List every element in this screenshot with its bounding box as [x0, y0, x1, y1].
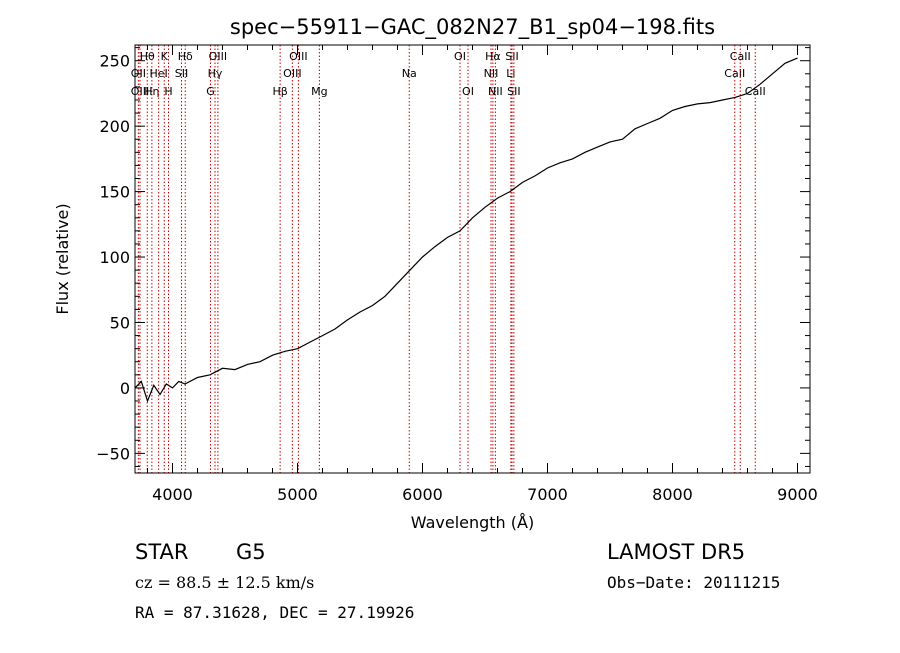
- line-label: NII: [488, 85, 503, 98]
- line-label: CaII: [745, 85, 766, 98]
- spectrum-line: [134, 57, 798, 403]
- y-tick-label: 250: [99, 52, 130, 71]
- line-label: Hα: [485, 50, 501, 63]
- y-tick-label: 150: [99, 183, 130, 202]
- x-tick-label: 9000: [777, 485, 818, 504]
- redshift-text: cz = 88.5 ± 12.5 km/s: [135, 573, 315, 592]
- line-label: Hβ: [272, 85, 287, 98]
- line-label: Hγ: [208, 67, 223, 80]
- line-label: Li: [506, 67, 515, 80]
- line-label: Mg: [311, 85, 327, 98]
- line-label: CaII: [730, 50, 751, 63]
- chart-title: spec−55911−GAC_082N27_B1_sp04−198.fits: [230, 15, 715, 40]
- line-label: OI: [454, 50, 466, 63]
- x-axis-label: Wavelength (Å): [411, 513, 534, 532]
- obs-date: Obs−Date: 20111215: [607, 573, 781, 592]
- x-tick-label: 5000: [277, 485, 318, 504]
- y-tick-label: 0: [120, 379, 130, 398]
- line-label: SII: [507, 85, 520, 98]
- coordinates: RA = 87.31628, DEC = 27.19926: [135, 603, 415, 622]
- x-tick-label: 4000: [152, 485, 193, 504]
- line-label: NII: [484, 67, 499, 80]
- line-label: SII: [175, 67, 188, 80]
- line-label: CaII: [724, 67, 745, 80]
- line-label: OIII: [209, 50, 227, 63]
- line-label: K: [161, 50, 169, 63]
- line-label: SII: [505, 50, 518, 63]
- line-label: G: [206, 85, 215, 98]
- line-label: Hθ: [140, 50, 155, 63]
- plot-frame: [134, 44, 811, 474]
- survey-name: LAMOST DR5: [607, 540, 746, 564]
- y-tick-label: 200: [99, 117, 130, 136]
- x-tick-label: 7000: [527, 485, 568, 504]
- x-tick-label: 8000: [652, 485, 693, 504]
- object-class: STAR: [135, 540, 189, 564]
- y-axis-label: Flux (relative): [53, 203, 72, 314]
- line-label: Na: [402, 67, 417, 80]
- line-label: Hη: [144, 85, 159, 98]
- line-label: OIII: [289, 50, 307, 63]
- y-tick-label: −50: [96, 444, 130, 463]
- y-tick-label: 50: [110, 313, 130, 332]
- object-subclass: G5: [236, 540, 266, 564]
- line-label: OIII: [283, 67, 301, 80]
- line-label: OI: [462, 85, 474, 98]
- line-label: Hδ: [178, 50, 193, 63]
- x-tick-label: 6000: [402, 485, 443, 504]
- line-label: H: [164, 85, 172, 98]
- line-label: HeI: [149, 67, 167, 80]
- y-tick-label: 100: [99, 248, 130, 267]
